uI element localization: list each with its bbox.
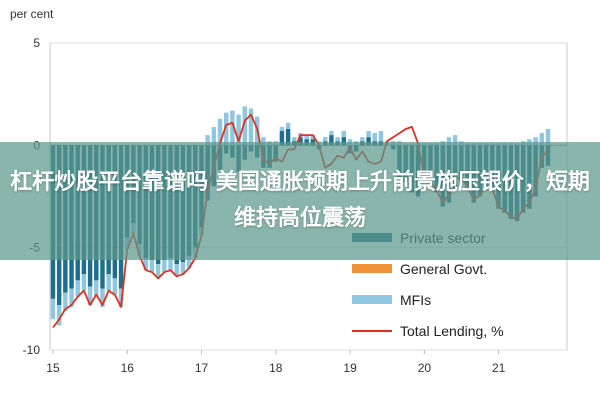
bar-mfis	[174, 264, 179, 277]
x-tick-label: 18	[269, 361, 283, 375]
x-tick-label: 19	[343, 361, 357, 375]
bar-mfis	[292, 137, 297, 142]
bar-mfis	[149, 259, 155, 273]
bar-mfis	[94, 280, 99, 297]
x-tick-label: 20	[418, 361, 432, 375]
x-tick-label: 21	[492, 361, 506, 375]
y-tick-label: 5	[33, 36, 40, 50]
bar-mfis	[366, 131, 371, 138]
bar-mfis	[304, 135, 309, 140]
bar-mfis	[180, 261, 186, 275]
x-tick-label: 15	[46, 361, 60, 375]
bar-mfis	[329, 131, 334, 136]
bar-mfis	[112, 278, 118, 295]
y-axis-label: per cent	[10, 7, 54, 21]
headline-text: 杠杆炒股平台靠谱吗 美国通胀预期上升前景施压银价，短期维持高位震荡	[10, 170, 590, 231]
bar-mfis	[118, 288, 124, 308]
bar-mfis	[236, 114, 241, 146]
bar-mfis	[261, 137, 266, 146]
bar-mfis	[248, 108, 254, 146]
bar-mfis	[452, 135, 458, 146]
x-tick-label: 16	[121, 361, 135, 375]
bar-private-sector	[298, 137, 303, 146]
bar-private-sector	[366, 137, 371, 146]
bar-mfis	[323, 137, 328, 142]
bar-mfis	[230, 110, 235, 146]
bar-private-sector	[341, 137, 347, 146]
bar-mfis	[143, 257, 149, 271]
legend-swatch-mfis	[352, 295, 392, 304]
bar-mfis	[56, 304, 62, 326]
bar-mfis	[217, 118, 223, 146]
y-tick-label: -10	[23, 343, 41, 357]
bar-mfis	[155, 264, 161, 279]
bar-private-sector	[279, 131, 285, 146]
bar-mfis	[539, 133, 545, 146]
bar-private-sector	[329, 135, 334, 146]
bar-mfis	[533, 137, 538, 146]
bar-private-sector	[285, 128, 291, 146]
bar-mfis	[378, 131, 384, 142]
bar-mfis	[372, 133, 377, 142]
legend-label-general-govt: General Govt.	[400, 261, 487, 277]
bar-mfis	[75, 280, 80, 297]
bar-mfis	[211, 126, 217, 146]
bar-mfis	[162, 259, 167, 273]
bar-mfis	[63, 292, 68, 312]
bar-mfis	[223, 112, 229, 146]
legend-label-mfis: MFIs	[400, 292, 431, 308]
headline-banner: 杠杆炒股平台靠谱吗 美国通胀预期上升前景施压银价，短期维持高位震荡	[0, 142, 600, 260]
bar-mfis	[310, 135, 316, 140]
bar-mfis	[335, 137, 340, 142]
x-tick-label: 17	[195, 361, 209, 375]
bar-mfis	[446, 137, 452, 146]
bar-mfis	[69, 288, 74, 308]
bar-mfis	[242, 106, 248, 146]
bar-mfis	[279, 126, 285, 132]
bar-mfis	[106, 274, 111, 291]
bar-mfis	[186, 255, 192, 269]
bar-mfis	[50, 298, 56, 320]
legend-label-total-lending: Total Lending, %	[400, 323, 504, 339]
bar-mfis	[285, 122, 291, 129]
bar-mfis	[100, 288, 105, 308]
bar-mfis	[341, 131, 347, 138]
bar-mfis	[87, 286, 93, 305]
legend-swatch-general-govt	[352, 264, 392, 273]
bar-mfis	[168, 257, 173, 271]
bar-mfis	[360, 137, 365, 142]
bar-mfis	[81, 274, 87, 291]
bar-mfis	[545, 128, 551, 146]
bar-mfis	[205, 135, 210, 146]
